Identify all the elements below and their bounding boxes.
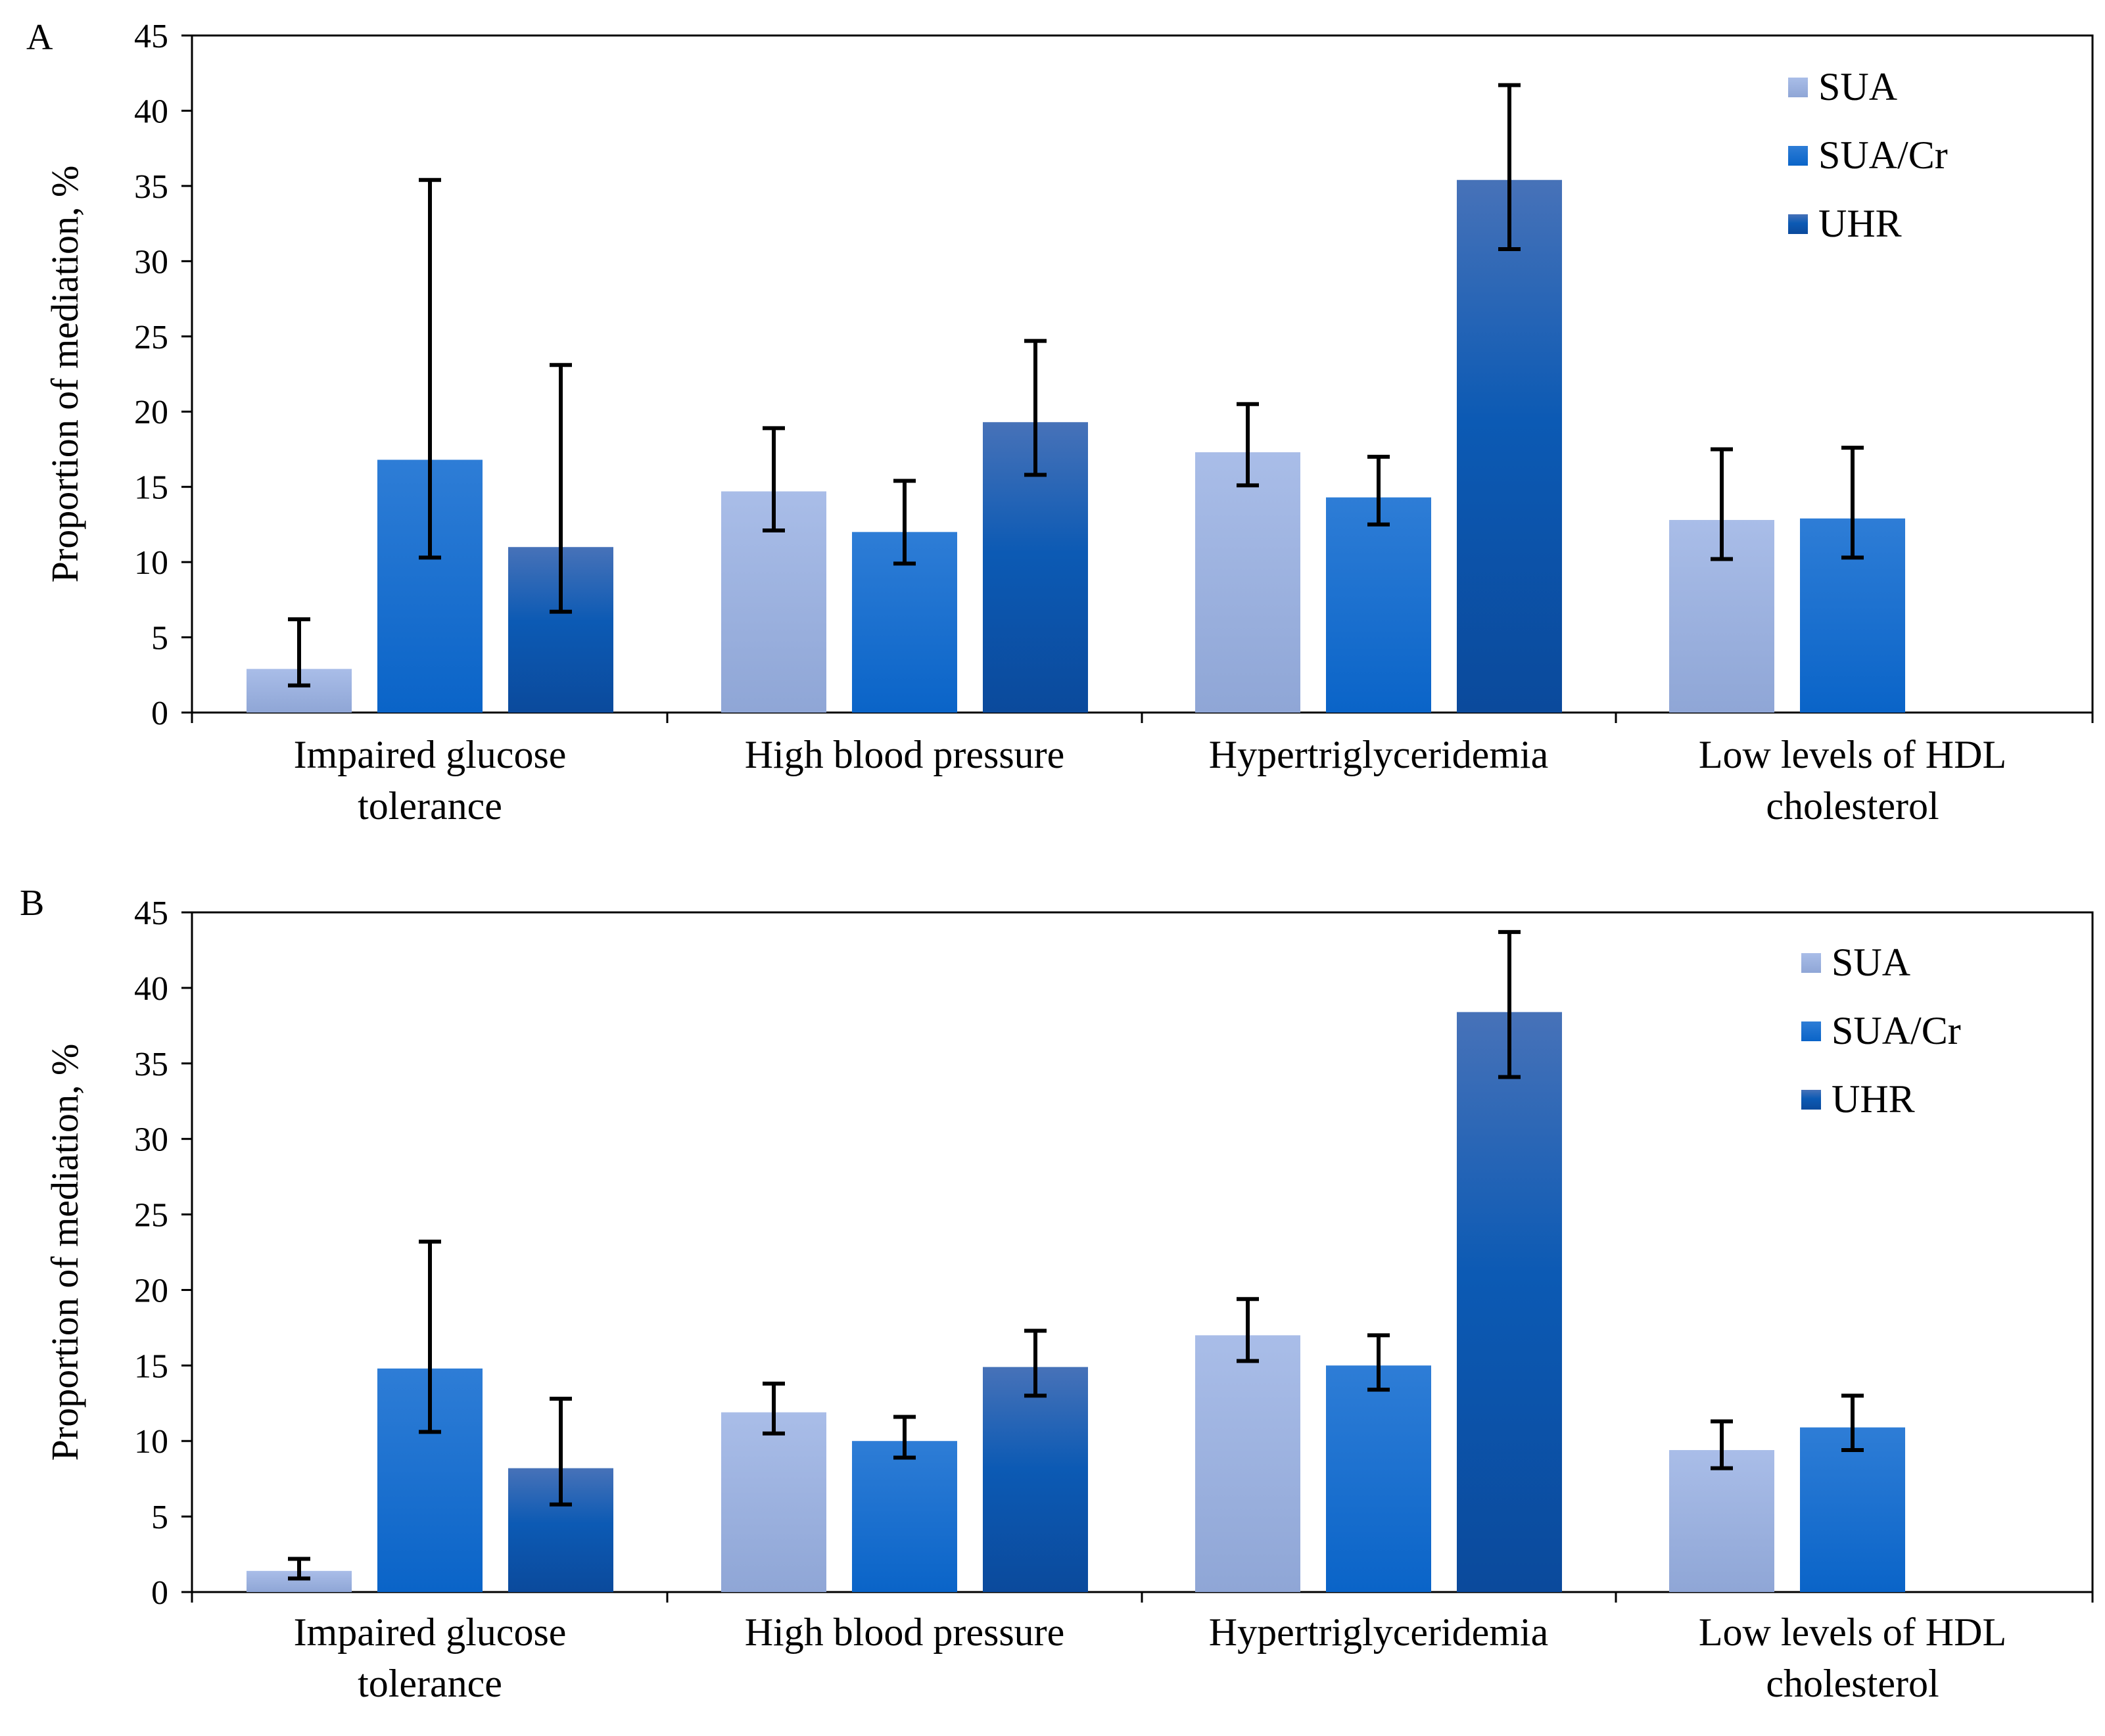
- y-tick-label: 5: [151, 1499, 168, 1536]
- bar-sua-cr: [852, 1441, 957, 1592]
- category-label: High blood pressure: [745, 1610, 1065, 1654]
- error-bar-sua: [288, 617, 310, 688]
- y-tick-label: 5: [151, 620, 168, 657]
- y-tick-label: 0: [151, 695, 168, 732]
- category-label-line: cholesterol: [1766, 1662, 1939, 1705]
- y-tick-label: 15: [134, 1348, 168, 1385]
- legend-swatch-uhr: [1788, 214, 1808, 234]
- error-bar-uhr: [1498, 929, 1521, 1079]
- bar-sua: [1669, 1450, 1774, 1592]
- y-tick-label: 20: [134, 394, 168, 431]
- error-bar-uhr: [1024, 1328, 1047, 1398]
- error-bar-sua-cr: [893, 1415, 916, 1460]
- category-label: Low levels of HDL cholesterol: [1699, 733, 2006, 828]
- category-label-line: Impaired glucose: [294, 733, 567, 776]
- legend-label-sua: SUA: [1832, 941, 1910, 984]
- error-bar-sua: [1711, 1419, 1733, 1470]
- legend-swatch-sua-cr: [1801, 1021, 1821, 1041]
- category-label: Low levels of HDL cholesterol: [1699, 1610, 2006, 1705]
- bar-sua: [721, 1412, 826, 1592]
- y-tick-label: 15: [134, 469, 168, 507]
- category-label: Impaired glucose tolerance: [294, 733, 567, 828]
- error-bar-uhr: [1024, 339, 1047, 477]
- error-bar-sua-cr: [419, 177, 441, 560]
- legend-swatch-sua-cr: [1788, 146, 1808, 166]
- y-tick-label: 40: [134, 970, 168, 1008]
- category-label-line: tolerance: [358, 1662, 502, 1705]
- y-tick-label: 35: [134, 1046, 168, 1083]
- y-tick-label: 10: [134, 544, 168, 582]
- error-bar-sua: [1237, 402, 1259, 488]
- y-tick-label: 0: [151, 1574, 168, 1612]
- bar-uhr: [1457, 179, 1562, 713]
- category-label-line: cholesterol: [1766, 784, 1939, 828]
- category-label: Hypertriglyceridemia: [1209, 1610, 1548, 1654]
- legend-label-uhr: UHR: [1832, 1077, 1915, 1121]
- error-bar-sua: [1711, 447, 1733, 561]
- category-label-line: Hypertriglyceridemia: [1209, 733, 1548, 776]
- y-tick-label: 45: [134, 18, 168, 55]
- bar-sua-cr: [1326, 497, 1431, 713]
- error-bar-sua: [288, 1557, 310, 1581]
- bar-uhr: [1457, 1012, 1562, 1592]
- legend: SUA SUA/Cr UHR: [1788, 65, 1948, 245]
- error-bar-sua-cr: [1367, 454, 1390, 527]
- error-bar-uhr: [550, 1396, 572, 1507]
- legend-label-sua: SUA: [1818, 65, 1897, 108]
- legend-swatch-sua: [1788, 78, 1808, 97]
- bar-sua-cr: [1800, 1427, 1905, 1592]
- error-bar-sua: [763, 1381, 785, 1436]
- y-tick-label: 20: [134, 1272, 168, 1309]
- y-axis-label: Proportion of mediation, %: [43, 1044, 86, 1461]
- error-bar-sua: [1237, 1297, 1259, 1363]
- bar-sua-cr: [1326, 1365, 1431, 1592]
- category-label-line: Low levels of HDL: [1699, 733, 2006, 776]
- bar-sua: [1195, 1335, 1300, 1592]
- category-label-line: High blood pressure: [745, 733, 1065, 776]
- category-label: Hypertriglyceridemia: [1209, 733, 1548, 776]
- panel-label: B: [20, 883, 44, 924]
- legend-swatch-sua: [1801, 953, 1821, 973]
- error-bar-sua-cr: [419, 1239, 441, 1434]
- error-bar-sua-cr: [893, 479, 916, 566]
- y-tick-label: 35: [134, 168, 168, 206]
- y-tick-label: 40: [134, 93, 168, 130]
- error-bar-uhr: [1498, 83, 1521, 252]
- panel-label: A: [26, 17, 53, 58]
- y-tick-label: 30: [134, 1121, 168, 1159]
- legend-swatch-uhr: [1801, 1090, 1821, 1110]
- category-label-line: Impaired glucose: [294, 1610, 567, 1654]
- error-bar-uhr: [550, 363, 572, 614]
- category-label: High blood pressure: [745, 733, 1065, 776]
- error-bar-sua-cr: [1841, 446, 1864, 560]
- category-label-line: Low levels of HDL: [1699, 1610, 2006, 1654]
- legend-label-sua-cr: SUA/Cr: [1818, 133, 1948, 177]
- panel-b: B 0 5 10 15 20 25 30 35 40 45 Proportion of mediati…: [20, 883, 2094, 1705]
- legend: SUA SUA/Cr UHR: [1801, 941, 1961, 1121]
- category-label: Impaired glucose tolerance: [294, 1610, 567, 1705]
- category-label-line: High blood pressure: [745, 1610, 1065, 1654]
- error-bar-sua: [763, 426, 785, 533]
- legend-label-sua-cr: SUA/Cr: [1832, 1009, 1961, 1052]
- legend-label-uhr: UHR: [1818, 202, 1902, 245]
- y-tick-label: 45: [134, 895, 168, 932]
- category-label-line: Hypertriglyceridemia: [1209, 1610, 1548, 1654]
- y-tick-label: 25: [134, 319, 168, 356]
- y-tick-label: 30: [134, 243, 168, 281]
- y-axis-label: Proportion of mediation, %: [43, 166, 86, 583]
- bar-uhr: [983, 1367, 1088, 1592]
- error-bar-sua-cr: [1367, 1333, 1390, 1392]
- category-label-line: tolerance: [358, 784, 502, 828]
- y-tick-label: 10: [134, 1423, 168, 1461]
- bar-sua: [1195, 452, 1300, 713]
- panel-a: A 0 5 10 15 20 25 30 35 40 45 Proportion of mediati…: [26, 17, 2094, 828]
- y-tick-label: 25: [134, 1197, 168, 1234]
- error-bar-sua-cr: [1841, 1394, 1864, 1453]
